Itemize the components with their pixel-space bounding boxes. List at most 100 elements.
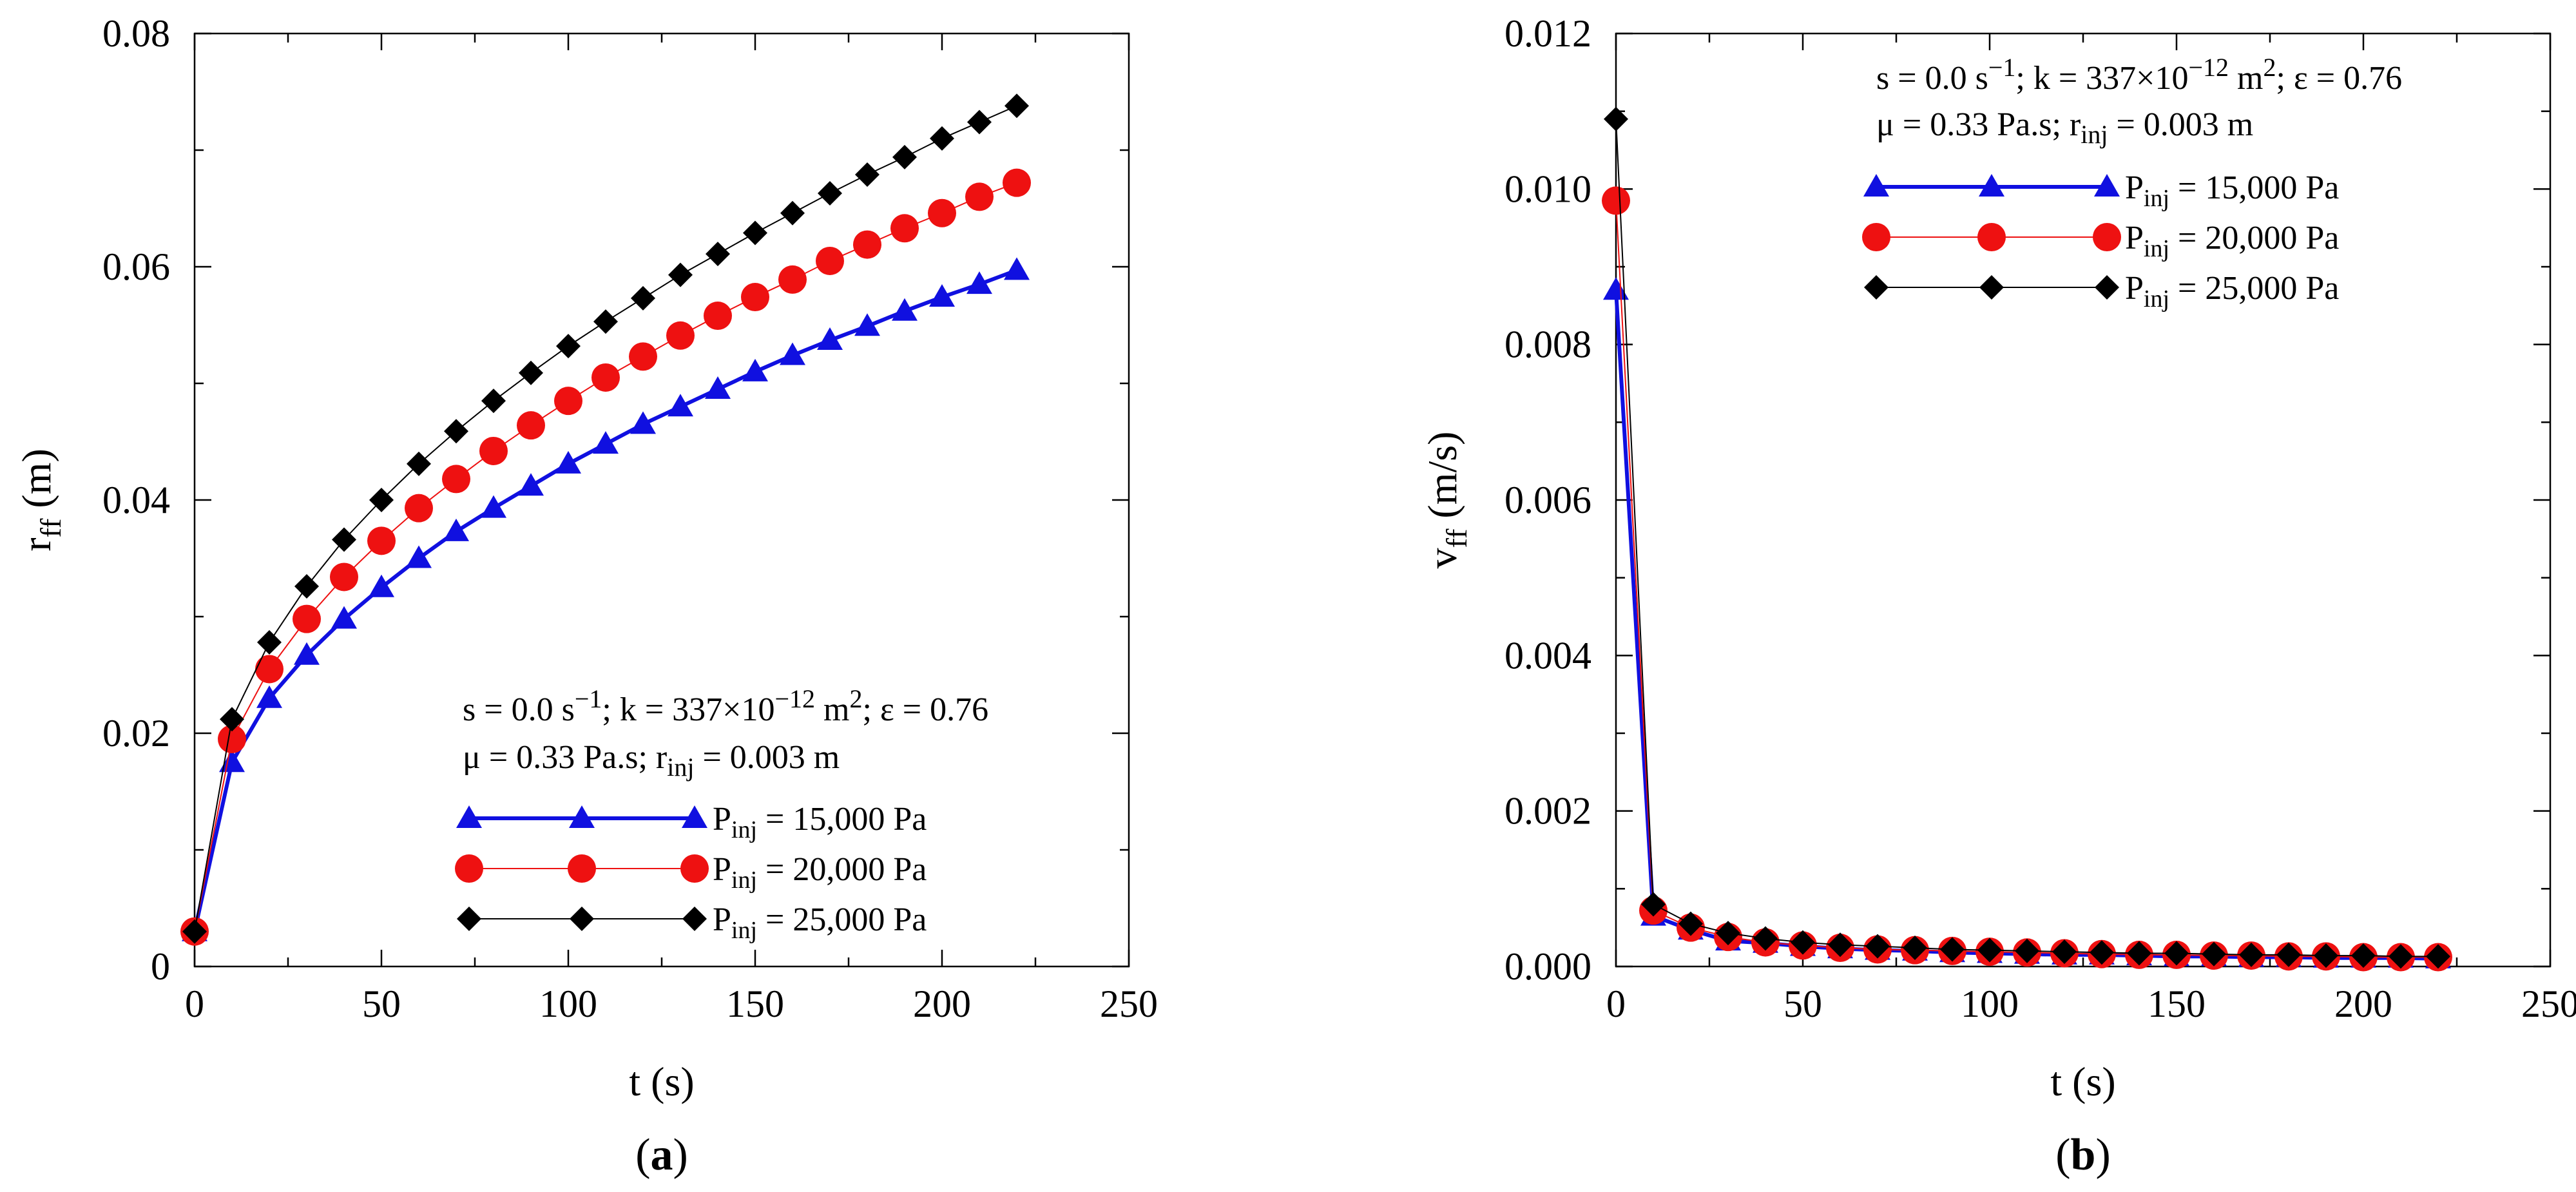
- legend-label-rest: = 15,000 Pa: [2169, 169, 2339, 206]
- annotation-subscript: inj: [667, 753, 694, 782]
- data-point-triangle: [668, 394, 693, 417]
- data-point-triangle: [369, 574, 394, 597]
- legend-entry: Pinj = 15,000 Pa: [1863, 169, 2339, 212]
- legend-label: Pinj = 15,000 Pa: [2125, 169, 2339, 212]
- legend-label-main: P: [713, 901, 731, 938]
- data-point-triangle: [481, 495, 506, 518]
- data-point-diamond: [481, 389, 506, 414]
- data-point-triangle: [1603, 277, 1629, 300]
- legend-marker-triangle: [2094, 174, 2120, 197]
- data-point-triangle: [555, 450, 581, 474]
- series-circle: [180, 168, 1031, 946]
- data-point-diamond: [631, 285, 655, 311]
- data-point-diamond: [1716, 921, 1740, 946]
- series-diamond: [182, 93, 1029, 944]
- data-point-circle: [1003, 168, 1031, 197]
- plot-frame: [1615, 32, 2552, 968]
- data-point-diamond: [1977, 937, 2002, 963]
- data-point-circle: [890, 214, 919, 243]
- y-tick-label: 0.010: [1504, 168, 1591, 210]
- y-tick-label: 0.008: [1504, 323, 1591, 366]
- legend-label-main: P: [2125, 270, 2144, 307]
- data-point-diamond: [1678, 911, 1703, 936]
- data-point-diamond: [519, 360, 543, 385]
- data-point-diamond: [2276, 942, 2301, 967]
- data-point-diamond: [892, 144, 917, 169]
- legend-entry: Pinj = 25,000 Pa: [1864, 270, 2339, 312]
- data-point-diamond: [1903, 936, 1927, 961]
- data-point-diamond: [2314, 943, 2338, 968]
- data-point-circle: [928, 198, 956, 227]
- legend-label-rest: = 15,000 Pa: [757, 801, 927, 838]
- data-point-diamond: [2090, 940, 2114, 965]
- legend-marker-triangle: [569, 805, 595, 828]
- series-triangle: [182, 257, 1030, 941]
- annotation-line: s = 0.0 s−1​; k = 337×10−12​ m2​; ε = 0.…: [463, 684, 988, 728]
- data-point-diamond: [743, 220, 767, 245]
- y-axis-label-subscript: ff: [34, 518, 67, 537]
- x-tick-label: 150: [2148, 983, 2206, 1025]
- data-point-diamond: [967, 110, 992, 135]
- data-point-diamond: [294, 573, 319, 599]
- series-triangle: [1603, 277, 2451, 968]
- data-point-triangle: [443, 518, 469, 541]
- data-point-circle: [629, 342, 657, 371]
- annotation-text: ; ε = 0.76: [863, 691, 989, 728]
- data-point-diamond: [930, 126, 954, 151]
- annotation-text: μ = 0.33 Pa.s; r: [1876, 106, 2081, 143]
- data-point-circle: [218, 725, 246, 754]
- data-point-circle: [330, 562, 358, 591]
- legend-marker-diamond: [570, 907, 594, 931]
- data-point-diamond: [1791, 930, 1815, 955]
- annotation-text: s = 0.0 s: [463, 691, 575, 728]
- legend-label-subscript: inj: [2144, 185, 2169, 212]
- legend-label-rest: = 25,000 Pa: [757, 901, 927, 938]
- plot-frame: [193, 32, 1130, 968]
- x-tick-label: 100: [539, 983, 597, 1025]
- data-point-triangle: [892, 298, 918, 321]
- data-point-triangle: [256, 685, 282, 708]
- data-point-circle: [741, 283, 769, 312]
- data-point-circle: [479, 436, 508, 465]
- legend-entry: Pinj = 20,000 Pa: [1862, 220, 2339, 262]
- y-tick-label: 0: [151, 945, 170, 988]
- data-point-triangle: [780, 342, 805, 365]
- series-line: [1615, 200, 2438, 958]
- annotation-line: μ = 0.33 Pa.s; rinj​ = 0.003 m: [463, 739, 840, 782]
- data-point-diamond: [2164, 941, 2189, 966]
- legend-entry: Pinj = 25,000 Pa: [457, 901, 927, 944]
- annotation-line: μ = 0.33 Pa.s; rinj​ = 0.003 m: [1876, 106, 2253, 149]
- x-tick-label: 100: [1961, 983, 2019, 1025]
- data-point-diamond: [257, 630, 282, 655]
- legend-entry: Pinj = 15,000 Pa: [456, 801, 927, 843]
- data-point-triangle: [854, 313, 880, 336]
- legend-label: Pinj = 20,000 Pa: [713, 851, 927, 894]
- data-point-triangle: [294, 642, 320, 665]
- legend-label-subscript: inj: [731, 816, 757, 843]
- x-tick-label: 200: [2334, 983, 2392, 1025]
- data-point-diamond: [2052, 939, 2077, 965]
- legend-label-rest: = 20,000 Pa: [2169, 220, 2339, 256]
- annotation-text: m: [815, 691, 849, 728]
- data-point-triangle: [593, 431, 619, 454]
- data-point-diamond: [2202, 941, 2226, 966]
- annotation-superscript: −1: [575, 684, 602, 713]
- x-tick-label: 250: [2521, 983, 2576, 1025]
- legend-marker-circle: [2093, 223, 2121, 251]
- data-point-diamond: [2426, 944, 2450, 969]
- data-point-diamond: [593, 309, 618, 334]
- data-point-triangle: [219, 749, 245, 773]
- data-point-diamond: [182, 919, 207, 944]
- x-tick-label: 250: [1100, 983, 1158, 1025]
- panel-label-close: ): [673, 1130, 688, 1180]
- legend-marker-diamond: [2095, 275, 2119, 300]
- annotation-line: s = 0.0 s−1​; k = 337×10−12​ m2​; ε = 0.…: [1876, 53, 2402, 97]
- data-point-circle: [367, 526, 396, 555]
- data-point-diamond: [1865, 934, 1890, 959]
- annotation-text: s = 0.0 s: [1876, 60, 1988, 97]
- data-point-diamond: [2239, 942, 2264, 967]
- data-point-triangle: [630, 411, 656, 434]
- data-point-circle: [591, 363, 620, 392]
- annotation-superscript: −1: [1988, 53, 2016, 82]
